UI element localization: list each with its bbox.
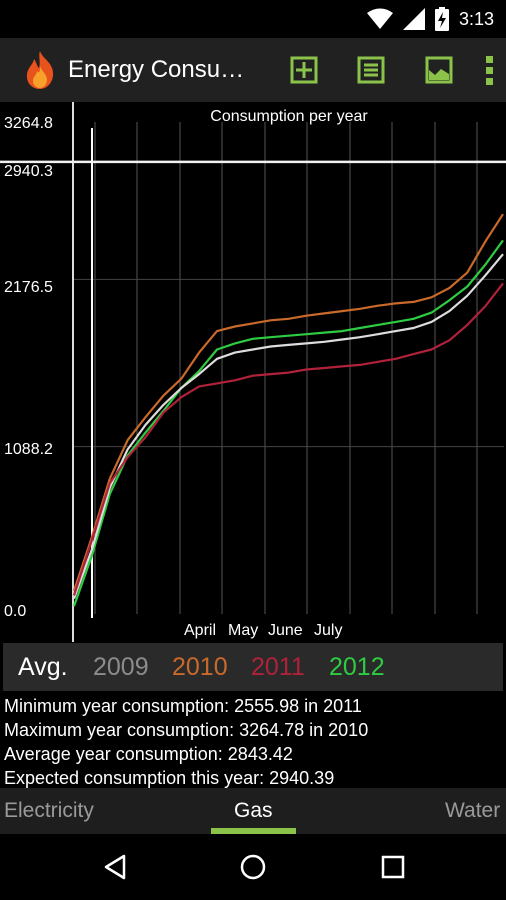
- recents-icon[interactable]: [378, 852, 408, 882]
- chart-legend: Avg. 2009 2010 2011 2012: [3, 643, 503, 691]
- tab-indicator: [211, 828, 296, 834]
- tab-gas[interactable]: Gas: [234, 799, 273, 822]
- status-icons: 3:13: [366, 6, 494, 32]
- series-line-avg: [72, 253, 504, 599]
- max-consumption-text: Maximum year consumption: 3264.78 in 201…: [4, 720, 369, 740]
- status-time: 3:13: [458, 8, 494, 29]
- chart-icon[interactable]: [425, 56, 453, 84]
- back-icon[interactable]: [100, 852, 130, 882]
- tab-water[interactable]: Water: [445, 799, 501, 822]
- x-tick-label: June: [268, 622, 303, 639]
- add-reading-icon[interactable]: [290, 56, 318, 84]
- chart-canvas[interactable]: Consumption per year 3264.8 2940.3 2176.5 10…: [0, 102, 506, 642]
- expected-consumption-text: Expected consumption this year: 2940.39: [4, 768, 335, 788]
- consumption-stats: Minimum year consumption: 2555.98 in 201…: [4, 694, 504, 790]
- x-tick-label: April: [184, 622, 216, 639]
- tab-electricity[interactable]: Electricity: [4, 799, 94, 822]
- y-tick-label: 0.0: [4, 603, 26, 620]
- status-bar: 3:13: [0, 0, 506, 38]
- y-tick-label: 2176.5: [4, 279, 53, 296]
- y-tick-label: 2940.3: [4, 163, 53, 180]
- app-bar: Energy Consu…: [0, 38, 506, 102]
- chart-title: Consumption per year: [210, 108, 368, 125]
- flame-logo-icon: [26, 51, 54, 89]
- legend-avg[interactable]: Avg.: [18, 653, 68, 681]
- consumption-chart[interactable]: Consumption per year 3264.8 2940.3 2176.5 10…: [0, 102, 506, 642]
- series-line-2012: [72, 239, 504, 607]
- x-tick-label: July: [314, 622, 342, 639]
- y-tick-label: 3264.8: [4, 115, 53, 132]
- home-icon[interactable]: [238, 852, 268, 882]
- legend-2012[interactable]: 2012: [329, 653, 385, 681]
- app-title: Energy Consu…: [68, 56, 245, 83]
- legend-2011[interactable]: 2011: [251, 653, 305, 681]
- navigation-bar: [0, 834, 506, 900]
- signal-icon: [402, 8, 425, 30]
- battery-icon: [434, 7, 449, 31]
- list-icon[interactable]: [357, 56, 385, 84]
- series-line-2011: [72, 282, 504, 596]
- min-consumption-text: Minimum year consumption: 2555.98 in 201…: [4, 696, 362, 716]
- legend-2009[interactable]: 2009: [93, 653, 149, 681]
- y-tick-label: 1088.2: [4, 441, 53, 458]
- overflow-menu-icon[interactable]: [484, 54, 496, 86]
- legend-2010[interactable]: 2010: [172, 653, 228, 681]
- avg-consumption-text: Average year consumption: 2843.42: [4, 744, 293, 764]
- x-tick-label: May: [228, 622, 258, 639]
- wifi-icon: [366, 8, 393, 29]
- series-line-2010: [72, 213, 504, 592]
- energy-tabs: Electricity Gas Water: [0, 788, 506, 834]
